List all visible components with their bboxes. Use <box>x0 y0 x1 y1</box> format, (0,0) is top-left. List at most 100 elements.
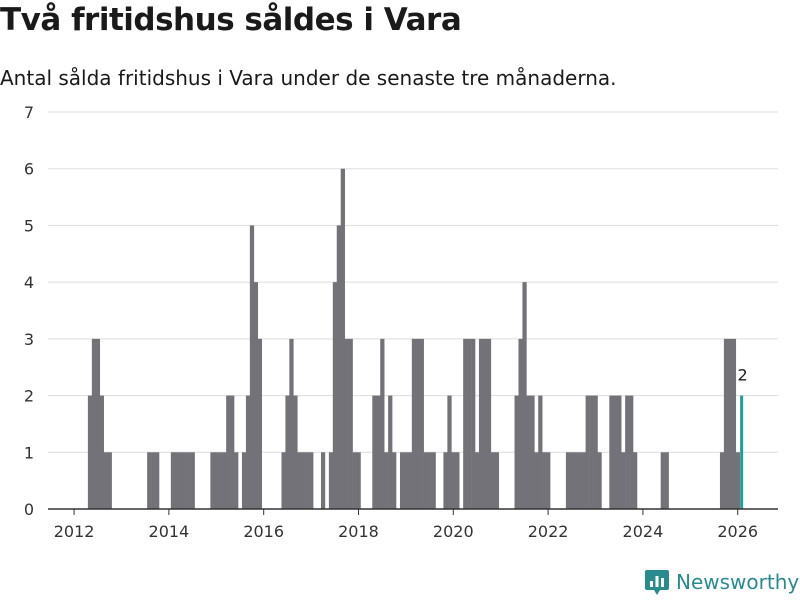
bar <box>95 338 101 509</box>
bar <box>230 395 235 509</box>
y-tick-label-4: 4 <box>24 273 34 292</box>
bar <box>403 452 409 509</box>
bar <box>332 282 338 509</box>
bar <box>348 338 353 509</box>
bar <box>629 395 634 509</box>
bar-highlight <box>740 395 744 509</box>
data-label-latest: 2 <box>737 366 747 385</box>
bar <box>482 338 488 509</box>
bar <box>356 452 361 509</box>
bar <box>253 282 259 509</box>
bar <box>530 395 535 509</box>
bar <box>723 338 729 509</box>
bar <box>664 452 669 509</box>
bar <box>372 395 377 509</box>
bar <box>621 452 626 509</box>
bar <box>407 452 413 509</box>
bar <box>633 452 638 509</box>
x-tick-label-2026: 2026 <box>717 522 758 541</box>
bar <box>182 452 187 509</box>
chart-subtitle: Antal sålda fritidshus i Vara under de s… <box>0 66 617 90</box>
bar <box>731 338 737 509</box>
y-tick-label-7: 7 <box>24 103 34 122</box>
y-tick-label-2: 2 <box>24 387 34 406</box>
bar <box>241 452 247 509</box>
bar <box>285 395 290 509</box>
bar <box>423 452 428 509</box>
bar <box>320 452 326 509</box>
bar <box>518 338 523 509</box>
bar <box>293 395 298 509</box>
bar <box>234 452 239 509</box>
x-tick-label-2018: 2018 <box>338 522 379 541</box>
bar <box>170 452 176 509</box>
bar <box>352 452 357 509</box>
bar <box>625 395 630 509</box>
bar <box>660 452 665 509</box>
bar <box>581 452 586 509</box>
bar <box>218 452 223 509</box>
bar <box>546 452 551 509</box>
x-tick-label-2014: 2014 <box>149 522 190 541</box>
bar <box>719 452 725 509</box>
bar <box>384 452 389 509</box>
bar <box>589 395 594 509</box>
bar <box>226 395 231 509</box>
bar <box>565 452 571 509</box>
bar <box>486 338 492 509</box>
bar <box>514 395 519 509</box>
bar <box>585 395 590 509</box>
bar <box>463 338 468 509</box>
bar <box>735 452 740 509</box>
bar <box>151 452 156 509</box>
bar <box>593 395 598 509</box>
bar <box>475 452 480 509</box>
bar <box>107 452 112 509</box>
bar <box>214 452 219 509</box>
newsworthy-logo-icon <box>645 570 669 595</box>
bar <box>399 452 405 509</box>
bar <box>340 168 345 509</box>
y-tick-label-3: 3 <box>24 330 34 349</box>
bar <box>305 452 310 509</box>
bar <box>478 338 484 509</box>
bar <box>309 452 314 509</box>
bar <box>289 338 294 509</box>
bar <box>494 452 500 509</box>
bar <box>467 338 472 509</box>
y-tick-label-1: 1 <box>24 443 34 462</box>
bar <box>490 452 496 509</box>
bar <box>281 452 286 509</box>
bar <box>569 452 575 509</box>
brand-name: Newsworthy <box>676 570 800 594</box>
x-tick-label-2016: 2016 <box>243 522 284 541</box>
bar <box>190 452 195 509</box>
bar <box>522 282 527 509</box>
brand-logo: Newsworthy <box>644 568 799 596</box>
y-tick-label-5: 5 <box>24 216 34 235</box>
bar <box>210 452 215 509</box>
bar <box>431 452 436 509</box>
bar <box>419 338 424 509</box>
bar <box>427 452 432 509</box>
bar <box>245 395 251 509</box>
bar <box>577 452 582 509</box>
bar <box>91 338 97 509</box>
bar <box>178 452 184 509</box>
bar <box>99 395 104 509</box>
bar <box>392 452 397 509</box>
bar <box>388 395 393 509</box>
bar <box>376 395 381 509</box>
bar <box>471 338 476 509</box>
bar <box>336 225 341 509</box>
bar <box>542 452 547 509</box>
bar <box>222 452 227 509</box>
bar <box>447 395 452 509</box>
x-tick-label-2024: 2024 <box>623 522 664 541</box>
bar <box>617 395 622 509</box>
x-tick-label-2020: 2020 <box>433 522 474 541</box>
x-tick-label-2012: 2012 <box>54 522 95 541</box>
bar <box>573 452 579 509</box>
bar <box>613 395 618 509</box>
